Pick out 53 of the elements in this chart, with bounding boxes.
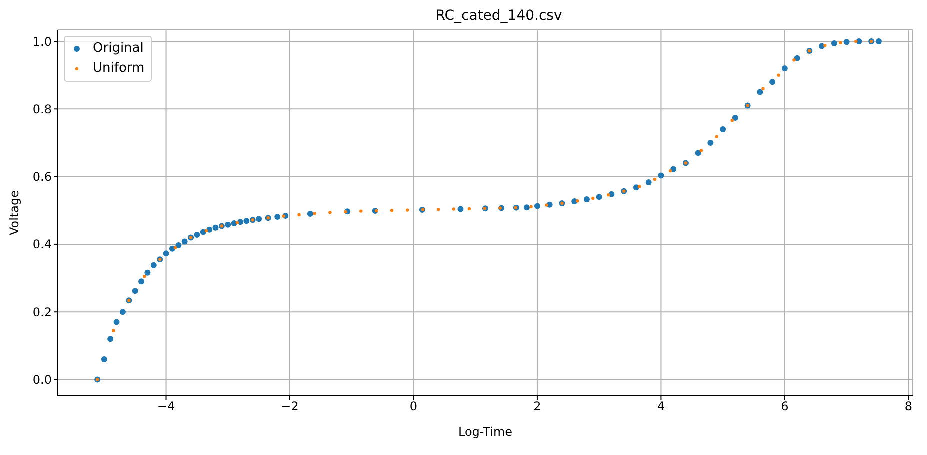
point bbox=[390, 209, 394, 212]
x-tick-label: 2 bbox=[534, 400, 542, 414]
y-tick-label: 0.0 bbox=[32, 373, 52, 388]
point bbox=[824, 44, 827, 48]
point bbox=[298, 213, 301, 217]
point bbox=[468, 207, 472, 211]
y-axis-title: Voltage bbox=[7, 190, 22, 236]
legend-label: Original bbox=[93, 40, 144, 58]
point bbox=[174, 246, 178, 250]
y-tick-label: 0.2 bbox=[32, 305, 52, 320]
point bbox=[112, 329, 116, 332]
point bbox=[452, 208, 456, 211]
y-tick-label: 0.8 bbox=[32, 102, 52, 116]
point bbox=[653, 178, 657, 182]
x-tick-label: −4 bbox=[157, 400, 176, 414]
point bbox=[777, 74, 780, 77]
legend-label: Uniform bbox=[93, 60, 145, 78]
point bbox=[360, 210, 363, 213]
point bbox=[406, 208, 410, 212]
point bbox=[282, 214, 286, 218]
y-tick-label: 1.0 bbox=[32, 34, 52, 49]
point bbox=[576, 200, 580, 203]
point bbox=[854, 40, 858, 44]
chart-title: RC_cated_140.csv bbox=[434, 8, 564, 24]
point bbox=[792, 58, 796, 62]
point bbox=[436, 208, 440, 212]
x-tick-label: −2 bbox=[281, 400, 299, 414]
point bbox=[839, 41, 842, 44]
x-tick-label: 8 bbox=[904, 400, 912, 414]
x-tick-label: 0 bbox=[410, 400, 418, 414]
x-tick-label: 6 bbox=[781, 400, 789, 414]
point bbox=[607, 193, 610, 197]
y-tick-label: 0.4 bbox=[32, 238, 52, 252]
point bbox=[498, 206, 502, 210]
point bbox=[344, 210, 348, 214]
point bbox=[313, 212, 316, 216]
x-tick-label: 4 bbox=[657, 400, 666, 414]
point bbox=[700, 149, 704, 152]
y-tick-label: 0.6 bbox=[32, 170, 52, 184]
point bbox=[762, 87, 765, 90]
x-axis-title: Log-Time bbox=[458, 425, 513, 439]
point bbox=[530, 205, 533, 209]
point bbox=[143, 274, 146, 278]
point bbox=[375, 209, 378, 213]
point bbox=[328, 211, 332, 214]
point bbox=[638, 185, 642, 188]
point bbox=[545, 204, 548, 207]
point bbox=[668, 169, 672, 173]
point bbox=[730, 119, 734, 122]
point bbox=[236, 221, 240, 224]
point bbox=[592, 196, 595, 200]
point bbox=[204, 229, 208, 233]
point bbox=[715, 135, 718, 138]
